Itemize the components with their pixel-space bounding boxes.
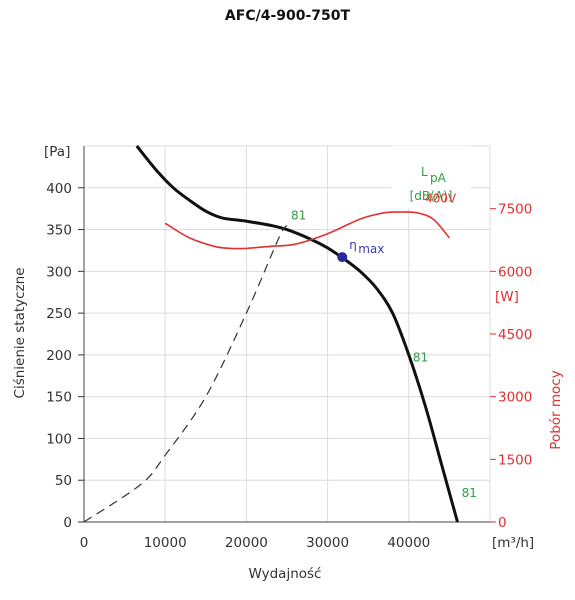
legend-lpa-subscript: pA <box>430 171 447 185</box>
y2-tick-label: 7500 <box>498 202 532 218</box>
x-unit-label: [m³/h] <box>492 535 534 551</box>
chart-title: AFC/4-900-750T <box>224 8 351 24</box>
y-tick-label: 200 <box>46 348 72 364</box>
y2-tick-label: 1500 <box>498 452 532 468</box>
y2-tick-label: 3000 <box>498 390 532 406</box>
system-curve <box>83 225 288 523</box>
y-tick-label: 400 <box>46 181 72 197</box>
legend-dba-label: [dB(A)] <box>410 189 453 203</box>
power-curve <box>164 211 451 250</box>
y-tick-label: 350 <box>46 223 72 239</box>
x-tick-label: 40000 <box>387 535 430 551</box>
labels-layer: 0 10000 20000 30000 400000501001502002503003… <box>12 144 564 582</box>
y2-tick-label: 6000 <box>498 264 532 280</box>
eta-max-symbol: η <box>349 238 357 252</box>
annotation-label: 400V <box>425 191 457 205</box>
eta-max-point <box>337 252 348 263</box>
y2-unit-label: [W] <box>495 289 519 305</box>
y-tick-label: 300 <box>46 264 72 280</box>
y2-axis-title: Pobór mocy <box>548 370 564 449</box>
annotation-label: 81 <box>413 351 428 365</box>
axes <box>78 146 496 523</box>
y-axis-title: Ciśnienie statyczne <box>12 268 28 399</box>
x-tick-label: 30000 <box>306 535 349 551</box>
x-tick-label: 10000 <box>144 535 187 551</box>
x-tick-label: 0 <box>80 535 89 551</box>
x-axis-title: Wydajność <box>249 566 322 582</box>
annotation-label: 81 <box>291 209 306 223</box>
series-layer <box>83 145 471 523</box>
y-tick-label: 100 <box>46 431 72 447</box>
y-tick-label: 150 <box>46 390 72 406</box>
y-tick-label: 50 <box>55 473 72 489</box>
y-tick-label: 0 <box>63 515 72 531</box>
y-tick-label: 250 <box>46 306 72 322</box>
y2-tick-label: 4500 <box>498 327 532 343</box>
annotation-label: 81 <box>462 486 477 500</box>
y2-tick-label: 0 <box>498 515 507 531</box>
eta-max-subscript: max <box>358 242 384 256</box>
legend-lpa-label: L <box>421 165 428 179</box>
legend-box-bg <box>391 146 471 208</box>
y-unit-label: [Pa] <box>44 144 70 160</box>
x-tick-label: 20000 <box>225 535 268 551</box>
